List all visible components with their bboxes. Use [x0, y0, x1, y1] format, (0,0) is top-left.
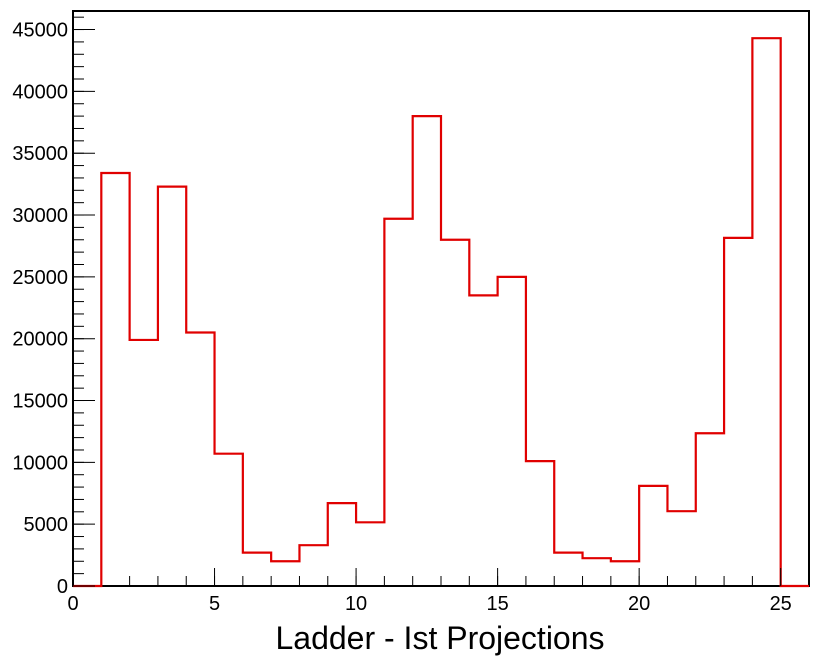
x-tick-label: 10 — [345, 593, 367, 615]
y-tick-label: 5000 — [24, 514, 69, 536]
x-tick-label: 20 — [628, 593, 650, 615]
y-tick-label: 0 — [57, 576, 68, 598]
y-tick-label: 20000 — [12, 329, 68, 351]
histogram-line — [73, 37, 809, 588]
y-tick-label: 15000 — [12, 391, 68, 413]
y-tick-label: 35000 — [12, 143, 68, 165]
y-tick-label: 25000 — [12, 267, 68, 289]
x-tick-label: 25 — [770, 593, 792, 615]
x-tick-label: 5 — [209, 593, 220, 615]
x-axis-title: Ladder - Ist Projections — [275, 620, 604, 656]
y-tick-label: 40000 — [12, 81, 68, 103]
x-tick-label: 0 — [67, 593, 78, 615]
y-axis: 0 5000 10000 15000 20000 25000 30000 35000 40000… — [12, 20, 95, 598]
axis-ticks — [72, 16, 810, 587]
y-tick-label: 30000 — [12, 205, 68, 227]
x-axis: 0 5 10 15 20 25 — [67, 568, 792, 615]
plot-frame — [72, 10, 810, 587]
y-tick-label: 10000 — [12, 452, 68, 474]
x-tick-label: 15 — [486, 593, 508, 615]
y-tick-label: 45000 — [12, 20, 68, 42]
